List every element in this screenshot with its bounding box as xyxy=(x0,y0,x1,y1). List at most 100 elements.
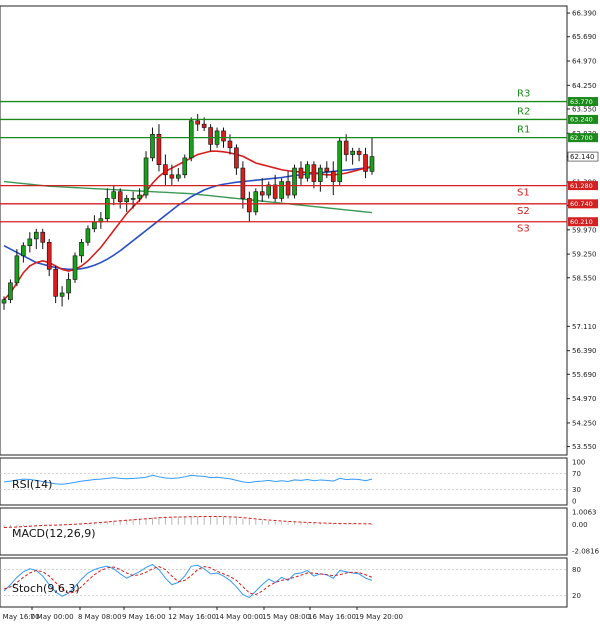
candle xyxy=(292,164,297,199)
candle-body xyxy=(111,191,117,199)
candle-body xyxy=(266,184,272,196)
candle xyxy=(330,161,336,196)
y-tick-label: 65.690 xyxy=(572,33,597,41)
main-panel-frame xyxy=(0,5,568,456)
candle xyxy=(182,154,188,179)
candle xyxy=(195,114,200,131)
candle xyxy=(318,164,323,192)
x-tick-label: 9 May 16:00 xyxy=(122,613,166,621)
candle xyxy=(1,296,7,310)
candle xyxy=(130,191,136,209)
candle-body xyxy=(337,140,343,182)
candle-body xyxy=(40,231,46,243)
candle xyxy=(259,178,265,202)
x-tick-label: 12 May 16:00 xyxy=(168,613,216,621)
ma-fast-line xyxy=(3,150,373,301)
candle-body xyxy=(169,174,175,179)
y-tick-label: 59.250 xyxy=(572,251,597,259)
current-price-label: 62.140 xyxy=(570,153,595,161)
macd-tick-label: 0.00 xyxy=(572,521,588,529)
candle xyxy=(143,151,149,199)
y-tick-label: 56.390 xyxy=(572,347,597,355)
x-tick-label: 14 May 00:00 xyxy=(215,613,263,621)
candle xyxy=(298,161,304,185)
candle xyxy=(137,188,142,202)
candle-body xyxy=(350,150,355,155)
macd-label: MACD(12,26,9) xyxy=(12,527,96,540)
candle xyxy=(356,147,362,162)
candle xyxy=(253,188,259,216)
y-tick-label: 57.110 xyxy=(572,323,597,331)
candle-body xyxy=(66,279,71,294)
candle-body xyxy=(156,133,162,165)
candle xyxy=(188,117,194,162)
candle xyxy=(343,134,349,162)
candle-body xyxy=(240,167,246,199)
candle-body xyxy=(318,167,323,182)
x-tick-label: 15 May 08:00 xyxy=(262,613,310,621)
candle-body xyxy=(182,157,188,176)
macd-tick-label: 1.0063 xyxy=(572,509,597,517)
candle-body xyxy=(143,157,149,196)
y-tick-label: 59.970 xyxy=(572,226,597,234)
level-badge-r1 xyxy=(568,133,598,143)
ma-slow-line xyxy=(3,180,373,214)
candle-body xyxy=(285,181,291,196)
rsi-tick-label: 30 xyxy=(572,486,581,494)
x-tick-label: 8 May 08:00 xyxy=(78,613,122,621)
candle-body xyxy=(324,167,330,172)
candle-body xyxy=(221,130,226,142)
candle xyxy=(272,174,278,202)
candle xyxy=(240,161,246,209)
candle xyxy=(8,279,13,304)
level-name-r2: R2 xyxy=(517,106,530,117)
candle-body xyxy=(363,154,368,172)
level-name-s1: S1 xyxy=(517,188,530,199)
candle xyxy=(247,191,252,223)
x-tick-label: 16 May 16:00 xyxy=(308,613,356,621)
candle-body xyxy=(279,181,284,199)
macd-panel-frame xyxy=(0,507,568,556)
y-tick-label: 55.690 xyxy=(572,371,597,379)
candle xyxy=(350,147,355,165)
candle-body xyxy=(227,140,233,149)
macd-signal-line xyxy=(3,516,373,528)
candle-body xyxy=(79,242,84,257)
candle-body xyxy=(33,231,39,240)
level-badge-r3 xyxy=(568,97,598,107)
candle-body xyxy=(208,127,213,145)
candle-body xyxy=(330,171,336,182)
candle-body xyxy=(27,238,33,246)
stoch-tick-label: 20 xyxy=(572,592,581,600)
candle-body xyxy=(72,255,78,280)
candle-body xyxy=(292,167,297,196)
x-tick-label: 19 May 20:00 xyxy=(355,613,403,621)
level-name-r3: R3 xyxy=(517,89,530,100)
level-badge-r2 xyxy=(568,114,598,124)
x-tick-label: 7 May 00:00 xyxy=(30,613,74,621)
level-badge-label-s2: 60.740 xyxy=(570,200,593,208)
candle-body xyxy=(259,191,265,196)
candle-body xyxy=(46,242,52,270)
candle-body xyxy=(253,191,259,213)
candle-body xyxy=(247,198,252,213)
level-badge-s2 xyxy=(568,199,598,209)
candle-body xyxy=(272,184,278,199)
level-badge-label-r2: 63.240 xyxy=(570,116,593,124)
rsi-tick-label: 100 xyxy=(572,459,585,467)
candle-body xyxy=(21,245,26,257)
candle xyxy=(266,181,272,199)
candle xyxy=(21,242,26,263)
candle xyxy=(33,228,39,250)
level-badge-label-r1: 62.700 xyxy=(570,134,593,142)
y-tick-label: 66.390 xyxy=(572,10,597,18)
candle-body xyxy=(124,198,129,203)
y-tick-label: 63.550 xyxy=(572,105,597,113)
candle xyxy=(176,168,181,182)
candle xyxy=(79,238,84,263)
candle xyxy=(66,272,71,300)
candle xyxy=(163,154,168,185)
candle xyxy=(14,249,20,287)
